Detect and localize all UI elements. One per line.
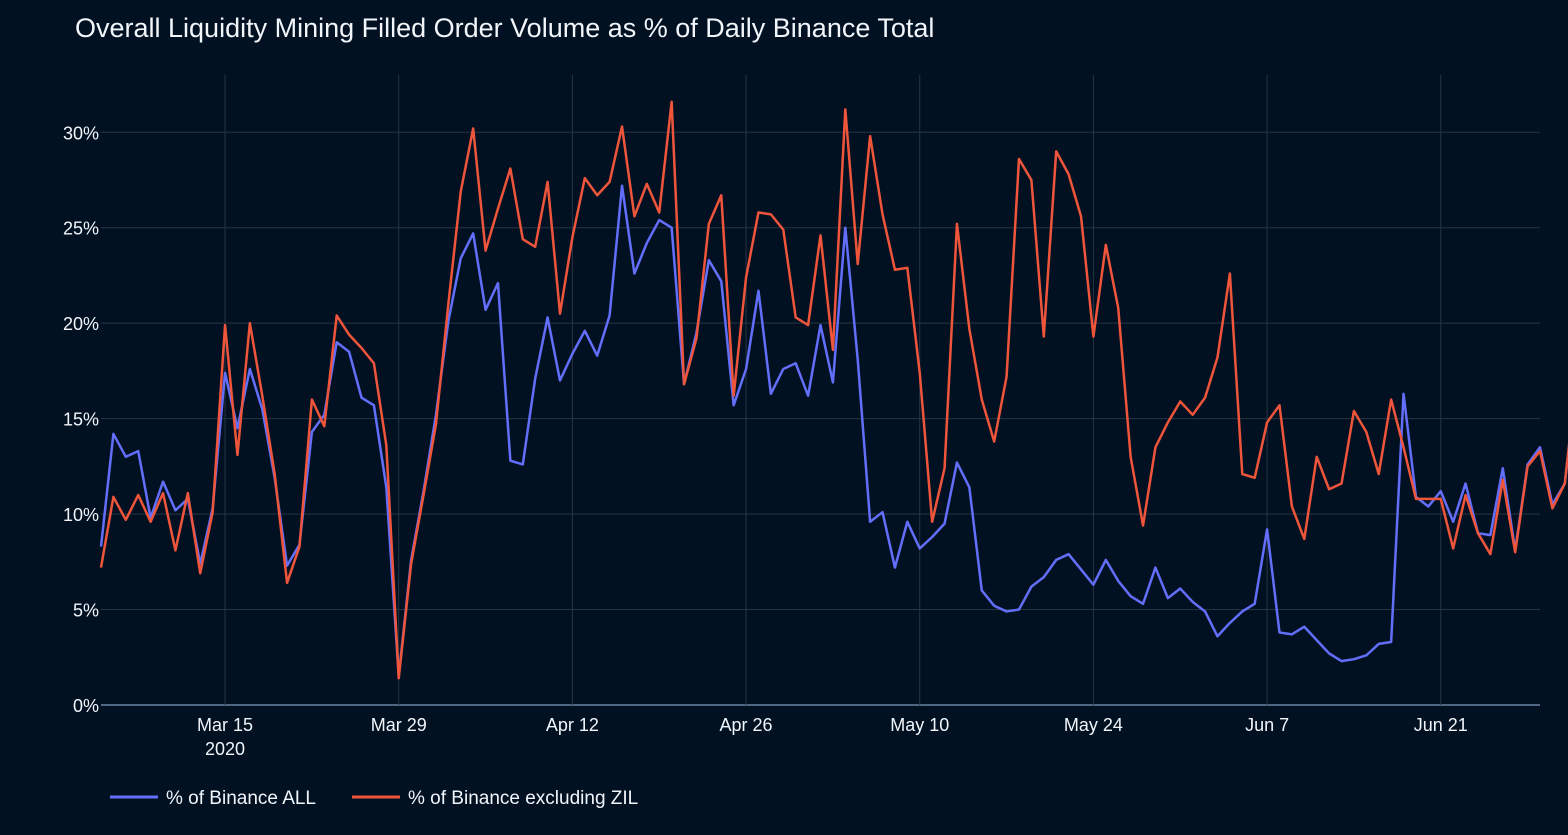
chart-title: Overall Liquidity Mining Filled Order Vo… [75, 13, 934, 43]
y-axis-tick-labels: 0% 5% 10% 15% 20% 25% 30% [63, 123, 99, 716]
series-line-binance-all [99, 184, 1568, 678]
y-tick-label: 15% [63, 410, 99, 430]
legend-item-binance-all[interactable]: % of Binance ALL [110, 788, 316, 809]
x-tick-label: Jun 21 [1414, 715, 1468, 735]
x-tick-label: Mar 29 [371, 715, 427, 735]
series-line-binance-excl-zil [99, 100, 1568, 680]
x-tick-sublabel: 2020 [205, 739, 245, 759]
x-tick-label: May 24 [1064, 715, 1123, 735]
y-tick-label: 5% [73, 601, 99, 621]
x-tick-label: Apr 26 [720, 715, 773, 735]
legend[interactable]: % of Binance ALL % of Binance excluding … [110, 788, 638, 809]
y-tick-label: 20% [63, 314, 99, 334]
legend-item-binance-excl-zil[interactable]: % of Binance excluding ZIL [352, 788, 638, 809]
x-axis-tick-labels: Mar 15 2020 Mar 29 Apr 12 Apr 26 May 10 May 24… [197, 715, 1468, 759]
x-tick-label: Mar 15 [197, 715, 253, 735]
y-tick-label: 25% [63, 219, 99, 239]
y-tick-label: 10% [63, 505, 99, 525]
x-tick-label: Jun 7 [1245, 715, 1289, 735]
legend-label-binance-all: % of Binance ALL [166, 788, 316, 809]
x-tick-label: May 10 [890, 715, 949, 735]
x-tick-label: Apr 12 [546, 715, 599, 735]
series-lines [99, 100, 1568, 680]
grid-lines [101, 75, 1540, 706]
y-tick-label: 0% [73, 696, 99, 716]
y-tick-label: 30% [63, 123, 99, 143]
legend-label-binance-excl-zil: % of Binance excluding ZIL [408, 788, 638, 809]
